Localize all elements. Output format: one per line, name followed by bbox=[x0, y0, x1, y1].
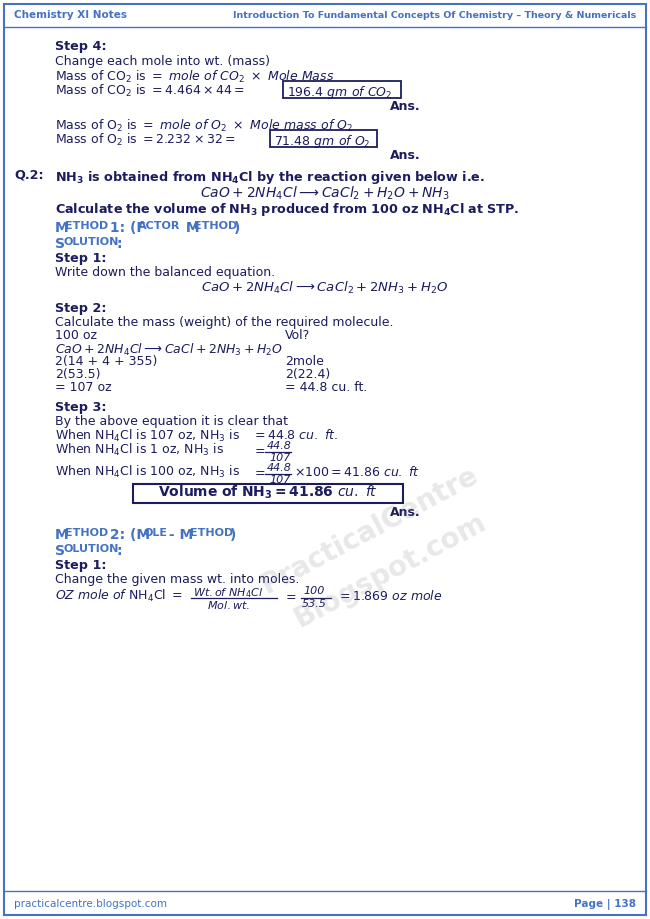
Text: Vol?: Vol? bbox=[285, 329, 310, 342]
Text: $\mathit{CaO + 2NH_4Cl \longrightarrow CaCl_2 + 2NH_3 + H_2O}$: $\mathit{CaO + 2NH_4Cl \longrightarrow C… bbox=[202, 280, 448, 296]
Text: Step 1:: Step 1: bbox=[55, 252, 107, 265]
Text: PracticalCentre: PracticalCentre bbox=[257, 460, 484, 599]
Text: $\mathbf{Volume\ of\ NH_3 = 41.86\ \mathit{cu.\ ft}}$: $\mathbf{Volume\ of\ NH_3 = 41.86\ \math… bbox=[158, 483, 378, 501]
Text: $\mathit{CaO + 2NH_4Cl \longrightarrow CaCl + 2NH_3 + H_2O}$: $\mathit{CaO + 2NH_4Cl \longrightarrow C… bbox=[55, 342, 283, 358]
Text: 100 oz: 100 oz bbox=[55, 329, 97, 342]
Text: $\times 100 = 41.86\ \mathit{cu.\ ft}$: $\times 100 = 41.86\ \mathit{cu.\ ft}$ bbox=[294, 465, 420, 479]
Text: Write down the balanced equation.: Write down the balanced equation. bbox=[55, 266, 275, 279]
Text: Calculate the mass (weight) of the required molecule.: Calculate the mass (weight) of the requi… bbox=[55, 316, 393, 329]
Text: ETHOD: ETHOD bbox=[65, 528, 109, 538]
Text: Step 1:: Step 1: bbox=[55, 559, 107, 572]
Bar bbox=[133, 484, 403, 503]
Text: Change each mole into wt. (mass): Change each mole into wt. (mass) bbox=[55, 55, 270, 68]
Text: - M: - M bbox=[164, 528, 193, 542]
Text: OZ mole of $\mathrm{NH_4Cl}$ $=$: OZ mole of $\mathrm{NH_4Cl}$ $=$ bbox=[55, 588, 183, 604]
Text: ETHOD: ETHOD bbox=[65, 221, 109, 231]
Text: Ans.: Ans. bbox=[390, 506, 421, 519]
Text: 107: 107 bbox=[269, 453, 291, 463]
Text: = 107 oz: = 107 oz bbox=[55, 381, 112, 394]
Text: $=$: $=$ bbox=[283, 589, 296, 602]
Text: ACTOR: ACTOR bbox=[138, 221, 181, 231]
Text: S: S bbox=[55, 237, 65, 251]
Text: $=$: $=$ bbox=[252, 443, 266, 456]
Text: = 44.8 cu. ft.: = 44.8 cu. ft. bbox=[285, 381, 367, 394]
Text: Introduction To Fundamental Concepts Of Chemistry – Theory & Numericals: Introduction To Fundamental Concepts Of … bbox=[233, 10, 636, 19]
Text: M: M bbox=[55, 221, 69, 235]
Text: ): ) bbox=[234, 221, 240, 235]
Text: Mass of $\mathregular{CO_2}$ is $= 4.464 \times 44 =$: Mass of $\mathregular{CO_2}$ is $= 4.464… bbox=[55, 83, 245, 99]
Text: When $\mathrm{NH_4Cl}$ is 107 oz, $\mathrm{NH_3}$ is: When $\mathrm{NH_4Cl}$ is 107 oz, $\math… bbox=[55, 428, 240, 444]
Text: Step 3:: Step 3: bbox=[55, 401, 107, 414]
Text: practicalcentre.blogspot.com: practicalcentre.blogspot.com bbox=[14, 899, 167, 909]
Text: ETHOD: ETHOD bbox=[190, 528, 233, 538]
Text: Mass of $\mathregular{CO_2}$ is $=$ $mole\ of\ CO_2\ \times\ Mole\ Mass$: Mass of $\mathregular{CO_2}$ is $=$ $mol… bbox=[55, 69, 334, 85]
Text: Q.2:: Q.2: bbox=[14, 169, 44, 182]
Text: 53.5: 53.5 bbox=[302, 599, 327, 609]
Text: Mass of $\mathregular{O_2}$ is $= 2.232 \times 32 =$: Mass of $\mathregular{O_2}$ is $= 2.232 … bbox=[55, 132, 236, 148]
Text: 2(53.5): 2(53.5) bbox=[55, 368, 101, 381]
Text: 2(14 + 4 + 355): 2(14 + 4 + 355) bbox=[55, 355, 157, 368]
Bar bbox=[270, 130, 377, 147]
Text: $\mathit{Wt.of\ NH_4Cl}$: $\mathit{Wt.of\ NH_4Cl}$ bbox=[193, 586, 263, 600]
Text: M: M bbox=[181, 221, 200, 235]
Text: $\mathbf{Calculate\ the\ volume\ of\ NH_3\ produced\ from\ 100\ oz\ NH_4Cl\ at\ : $\mathbf{Calculate\ the\ volume\ of\ NH_… bbox=[55, 201, 519, 218]
Text: OLUTION: OLUTION bbox=[63, 237, 118, 247]
Text: 2(22.4): 2(22.4) bbox=[285, 368, 330, 381]
Text: $\mathit{196.4\ gm\ of\ CO_2}$: $\mathit{196.4\ gm\ of\ CO_2}$ bbox=[287, 84, 393, 101]
Text: 1: (F: 1: (F bbox=[105, 221, 146, 235]
Text: M: M bbox=[55, 528, 69, 542]
Text: $\mathit{71.48\ gm\ of\ O_2}$: $\mathit{71.48\ gm\ of\ O_2}$ bbox=[274, 133, 370, 150]
Text: ETHOD: ETHOD bbox=[194, 221, 237, 231]
Text: 2mole: 2mole bbox=[285, 355, 324, 368]
Text: :: : bbox=[117, 544, 122, 558]
Text: 2: (M: 2: (M bbox=[105, 528, 150, 542]
Text: By the above equation it is clear that: By the above equation it is clear that bbox=[55, 415, 288, 428]
Text: $\mathit{Mol.wt.}$: $\mathit{Mol.wt.}$ bbox=[207, 599, 250, 611]
Text: OLUTION: OLUTION bbox=[63, 544, 118, 554]
Text: 44.8: 44.8 bbox=[267, 441, 292, 451]
Text: :: : bbox=[117, 237, 122, 251]
Text: $= 44.8\ \mathit{cu.\ ft.}$: $= 44.8\ \mathit{cu.\ ft.}$ bbox=[252, 428, 338, 442]
Text: $=$: $=$ bbox=[252, 465, 266, 478]
Text: Change the given mass wt. into moles.: Change the given mass wt. into moles. bbox=[55, 573, 300, 586]
Text: 107: 107 bbox=[269, 475, 291, 485]
Text: Mass of $\mathregular{O_2}$ is $=$ $mole\ of\ O_2\ \times\ Mole\ mass\ of\ O_2$: Mass of $\mathregular{O_2}$ is $=$ $mole… bbox=[55, 118, 353, 134]
Text: When $\mathrm{NH_4Cl}$ is 100 oz, $\mathrm{NH_3}$ is: When $\mathrm{NH_4Cl}$ is 100 oz, $\math… bbox=[55, 464, 240, 480]
Text: S: S bbox=[55, 544, 65, 558]
Text: Step 2:: Step 2: bbox=[55, 302, 107, 315]
Text: ): ) bbox=[230, 528, 237, 542]
Text: $\mathit{CaO + 2NH_4Cl \longrightarrow CaCl_2 + H_2O + NH_3}$: $\mathit{CaO + 2NH_4Cl \longrightarrow C… bbox=[200, 185, 450, 202]
Text: Blogspot.com: Blogspot.com bbox=[289, 507, 491, 632]
Text: 44.8: 44.8 bbox=[267, 463, 292, 473]
Text: $= 1.869\ \mathit{oz\ mole}$: $= 1.869\ \mathit{oz\ mole}$ bbox=[337, 589, 443, 603]
Text: OLE: OLE bbox=[144, 528, 168, 538]
Text: Ans.: Ans. bbox=[390, 100, 421, 113]
Bar bbox=[283, 81, 401, 98]
Text: $\mathbf{NH_3}$ is obtained from $\mathbf{NH_4Cl}$ by the reaction given below i: $\mathbf{NH_3}$ is obtained from $\mathb… bbox=[55, 169, 485, 186]
Text: 100: 100 bbox=[303, 586, 324, 596]
Text: Step 4:: Step 4: bbox=[55, 40, 107, 53]
Text: Page | 138: Page | 138 bbox=[574, 899, 636, 910]
Text: Chemistry XI Notes: Chemistry XI Notes bbox=[14, 10, 127, 20]
Text: When $\mathrm{NH_4Cl}$ is 1 oz, $\mathrm{NH_3}$ is: When $\mathrm{NH_4Cl}$ is 1 oz, $\mathrm… bbox=[55, 442, 224, 458]
Text: Ans.: Ans. bbox=[390, 149, 421, 162]
